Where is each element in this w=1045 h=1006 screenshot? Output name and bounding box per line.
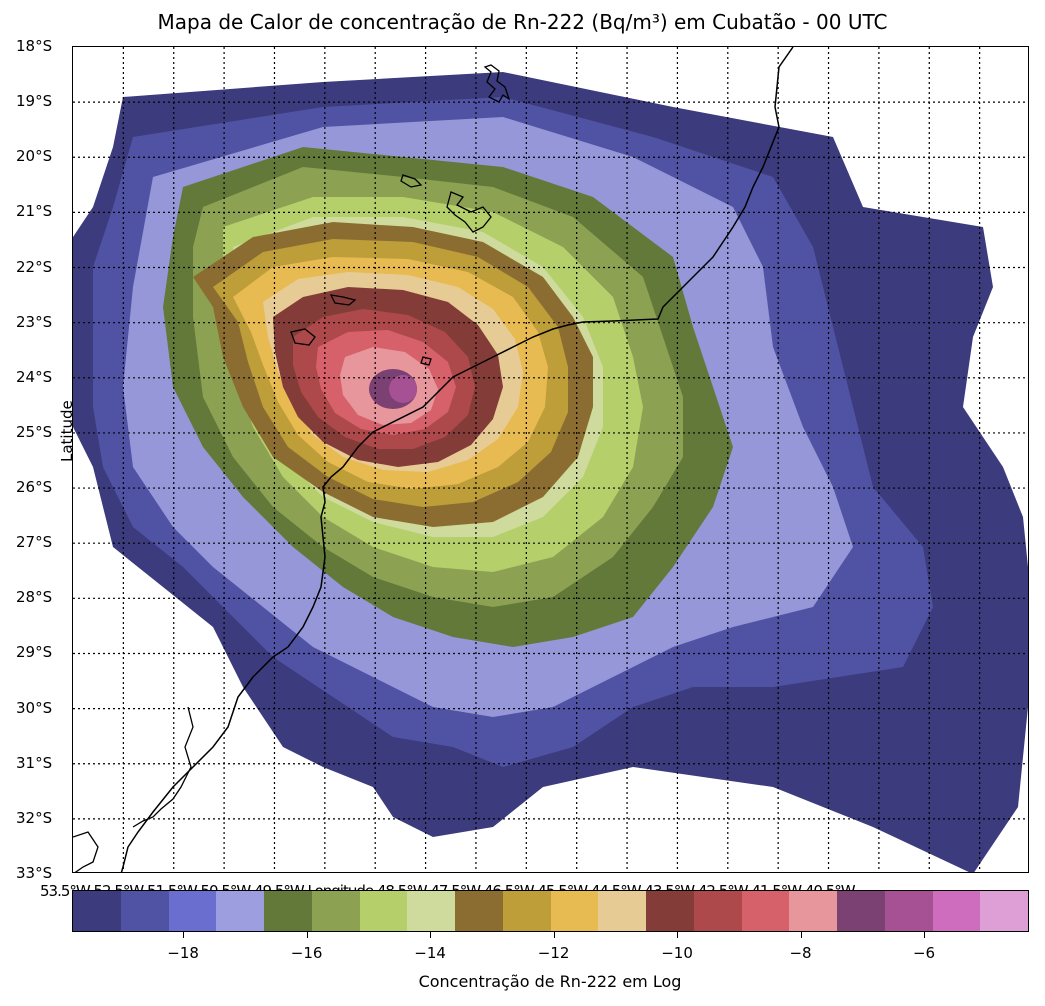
y-tick-label: 19°S: [16, 92, 53, 111]
colorbar-tick-label: −12: [537, 944, 570, 962]
colorbar-swatch: [837, 891, 885, 931]
y-tick-label: 27°S: [16, 533, 53, 552]
colorbar-swatch: [550, 891, 599, 931]
colorbar-tick-mark: [924, 932, 926, 938]
colorbar-swatch: [980, 891, 1028, 931]
reservoir-west: [446, 191, 492, 233]
y-tick-label: 33°S: [16, 864, 53, 882]
y-tick-label: 32°S: [16, 808, 53, 827]
colorbar-tick-label: −6: [912, 944, 936, 962]
colorbar-swatch: [932, 891, 981, 931]
y-axis-title: Latitude: [58, 400, 76, 462]
colorbar-swatch: [216, 891, 264, 931]
colorbar-tick-label: −16: [290, 944, 323, 962]
coastline: [120, 47, 794, 872]
coast-southwest: [73, 831, 99, 872]
colorbar-tick-mark: [430, 932, 432, 938]
colorbar-tick-label: −14: [414, 944, 446, 962]
colorbar-tick-label: −8: [789, 944, 812, 962]
colorbar-swatch: [741, 891, 790, 931]
reservoir-small-1: [400, 174, 423, 188]
colorbar-label: Concentração de Rn-222 em Log: [418, 972, 682, 991]
heatmap-map: [72, 46, 1029, 873]
chart-title: Mapa de Calor de concentração de Rn-222 …: [157, 10, 888, 34]
y-tick-label: 29°S: [16, 643, 53, 662]
reservoir-small-2: [329, 294, 357, 306]
y-tick-label: 22°S: [16, 257, 53, 276]
y-tick-label: 30°S: [16, 698, 53, 717]
colorbar-tick-mark: [553, 932, 555, 938]
colorbar-swatch: [789, 891, 837, 931]
colorbar-swatch: [407, 891, 455, 931]
colorbar: [72, 890, 1029, 932]
colorbar-swatch: [264, 891, 312, 931]
concentration-plume: [73, 72, 1028, 872]
y-tick-label: 28°S: [16, 588, 53, 607]
reservoir-small-3: [290, 328, 316, 346]
colorbar-tick-label: −10: [661, 944, 693, 962]
map-canvas: [73, 47, 1028, 872]
colorbar-swatch: [693, 891, 742, 931]
y-tick-label: 31°S: [16, 753, 53, 772]
colorbar-swatch: [884, 891, 933, 931]
colorbar-tick-mark: [677, 932, 679, 938]
colorbar-tick-mark: [306, 932, 308, 938]
colorbar-tick-mark: [800, 932, 802, 938]
colorbar-swatch: [455, 891, 503, 931]
colorbar-swatch: [311, 891, 360, 931]
y-tick-label: 25°S: [16, 422, 53, 441]
lagoon-south: [132, 706, 194, 828]
y-tick-label: 18°S: [16, 37, 53, 55]
y-tick-label: 26°S: [16, 478, 53, 497]
y-tick-label: 23°S: [16, 312, 53, 331]
colorbar-swatch: [598, 891, 646, 931]
colorbar-tick-label: −18: [167, 944, 199, 962]
colorbar-swatch: [646, 891, 694, 931]
colorbar-swatch: [120, 891, 169, 931]
colorbar-swatch: [359, 891, 408, 931]
y-tick-label: 21°S: [16, 202, 53, 221]
y-tick-label: 20°S: [16, 147, 53, 166]
colorbar-tick-mark: [183, 932, 185, 938]
y-tick-label: 24°S: [16, 367, 53, 386]
colorbar-swatch: [73, 891, 121, 931]
colorbar-swatch: [502, 891, 551, 931]
reservoir-north: [483, 64, 511, 103]
reservoir-small-4: [420, 356, 432, 366]
plume-band-magenta: [389, 375, 417, 403]
colorbar-swatch: [168, 891, 217, 931]
